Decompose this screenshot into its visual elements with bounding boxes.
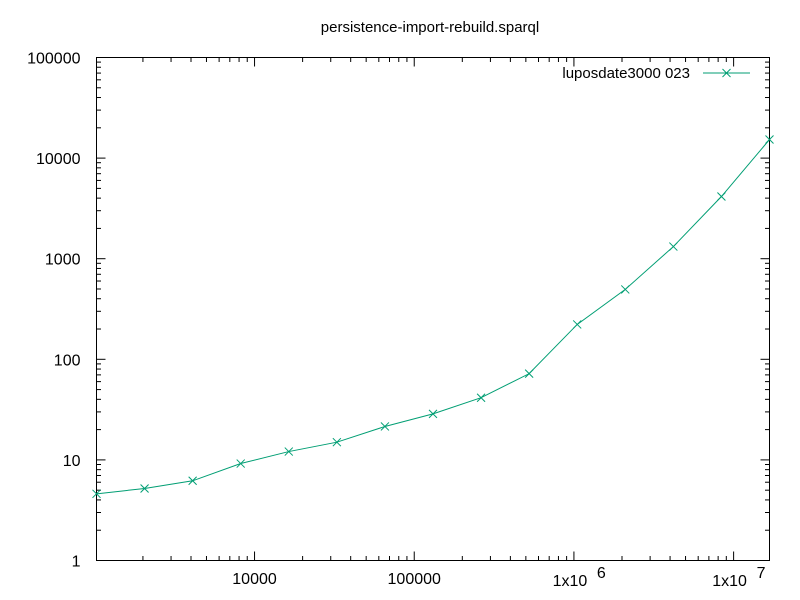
chart-title: persistence-import-rebuild.sparql bbox=[321, 19, 539, 36]
data-point bbox=[380, 422, 390, 431]
y-tick-label: 1000 bbox=[45, 252, 81, 269]
data-point bbox=[476, 393, 486, 403]
data-point bbox=[669, 242, 678, 251]
y-tick-label: 100 bbox=[54, 352, 81, 369]
legend-label: luposdate3000 023 bbox=[562, 65, 690, 82]
legend-marker bbox=[722, 68, 731, 78]
y-axis: 1 10 100 1000 10000 100000 bbox=[27, 51, 770, 571]
x-tick-label: 1x10 bbox=[712, 573, 747, 590]
x-tick-label: 1x10 bbox=[553, 573, 588, 590]
data-point bbox=[332, 437, 342, 447]
data-point bbox=[572, 320, 582, 329]
legend: luposdate3000 023 bbox=[562, 65, 750, 82]
y-tick-label: 100000 bbox=[27, 51, 80, 68]
data-point bbox=[140, 484, 149, 493]
x-tick-label: 10000 bbox=[232, 571, 277, 588]
data-point bbox=[428, 409, 438, 419]
plot-frame bbox=[96, 57, 770, 561]
data-point bbox=[92, 489, 101, 499]
series-layer bbox=[92, 135, 774, 499]
data-point bbox=[284, 447, 294, 456]
data-point bbox=[188, 476, 197, 486]
data-point bbox=[524, 369, 534, 379]
y-tick-label: 10 bbox=[63, 453, 81, 470]
data-point bbox=[620, 285, 630, 294]
data-point bbox=[236, 459, 246, 468]
series-line bbox=[96, 139, 770, 495]
x-axis: 10000 100000 1x10 6 1x10 7 bbox=[142, 57, 766, 590]
x-tick-exponent: 7 bbox=[757, 565, 766, 582]
data-point bbox=[765, 135, 774, 144]
x-tick-exponent: 6 bbox=[597, 565, 606, 582]
y-tick-label: 10000 bbox=[36, 151, 81, 168]
x-tick-label: 100000 bbox=[388, 571, 441, 588]
y-tick-label: 1 bbox=[72, 554, 81, 571]
data-point bbox=[717, 192, 726, 201]
